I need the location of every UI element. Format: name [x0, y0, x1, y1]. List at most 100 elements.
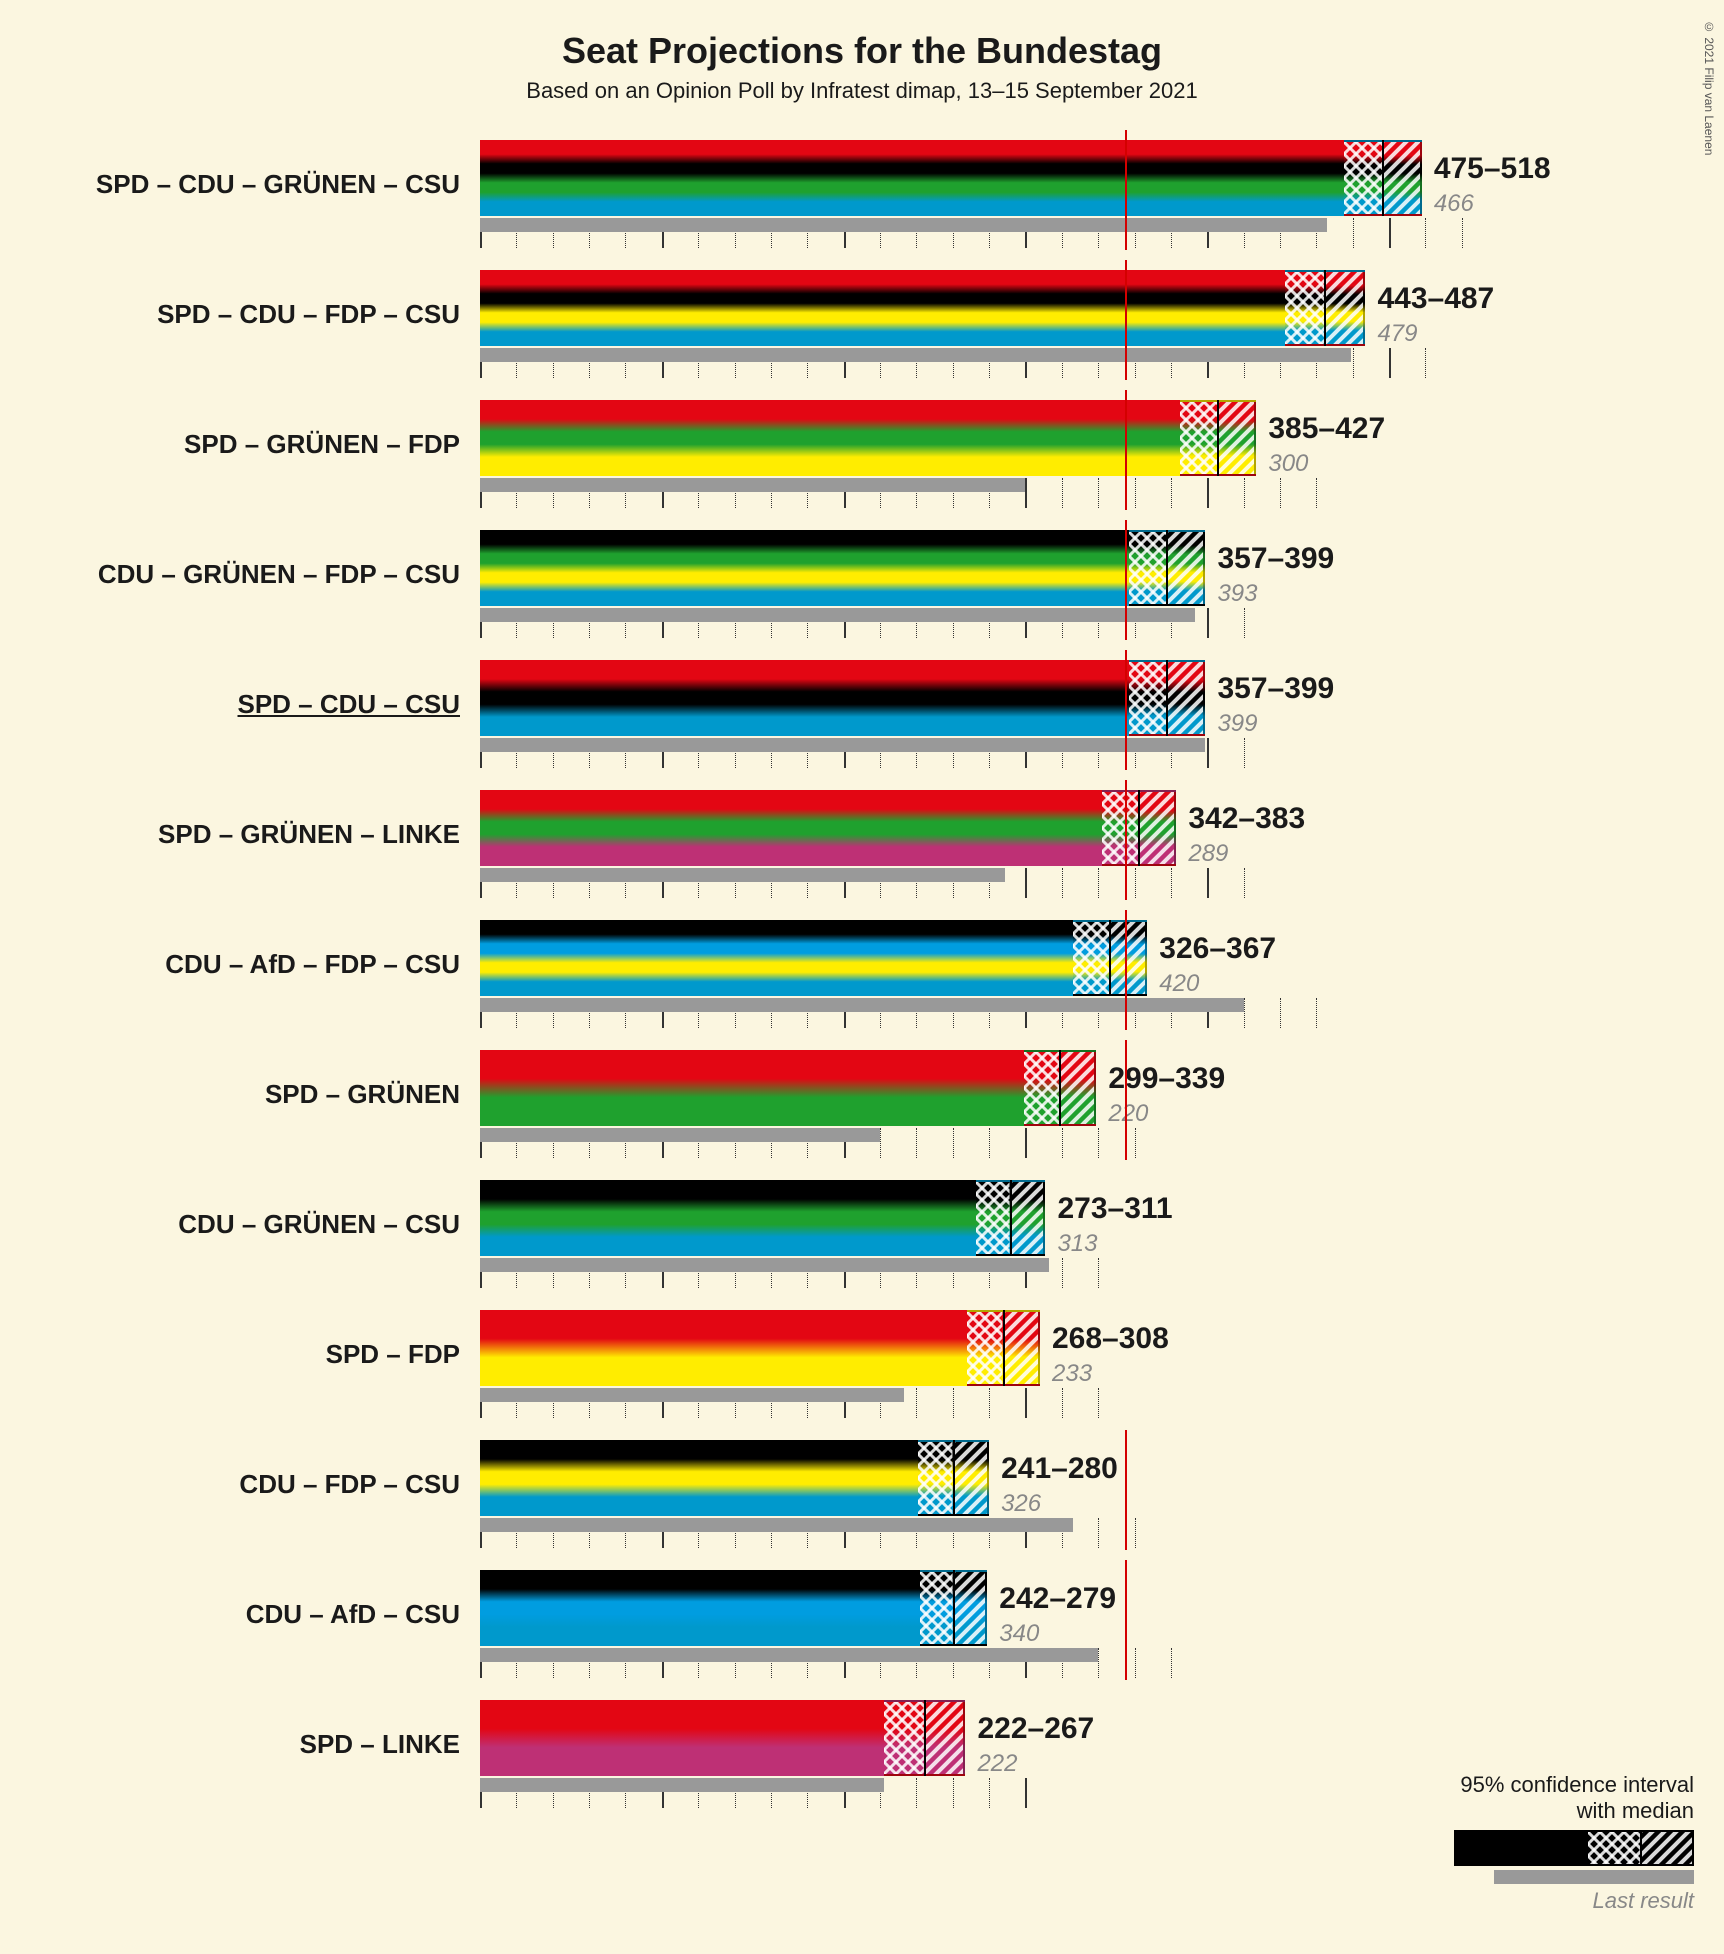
- confidence-interval: [1024, 1050, 1097, 1126]
- coalition-bar: [480, 1570, 920, 1646]
- coalition-bar: [480, 790, 1102, 866]
- range-label: 385–427: [1268, 412, 1385, 446]
- majority-threshold: [1125, 780, 1127, 900]
- coalition-row: SPD – GRÜNEN299–339220: [480, 1044, 1444, 1174]
- last-result-bar: [480, 1518, 1073, 1532]
- range-label: 242–279: [999, 1582, 1116, 1616]
- coalition-label: SPD – FDP: [326, 1339, 460, 1370]
- last-result-label: 466: [1434, 190, 1474, 218]
- coalition-bar: [480, 920, 1073, 996]
- confidence-interval: [976, 1180, 1045, 1256]
- last-result-bar: [480, 1778, 884, 1792]
- last-result-bar: [480, 998, 1244, 1012]
- legend-last-label: Last result: [1454, 1888, 1694, 1914]
- last-result-bar: [480, 608, 1195, 622]
- coalition-label: SPD – GRÜNEN – LINKE: [158, 819, 460, 850]
- last-result-bar: [480, 1388, 904, 1402]
- last-result-label: 233: [1052, 1360, 1092, 1388]
- coalition-row: SPD – FDP268–308233: [480, 1304, 1444, 1434]
- coalition-label: CDU – AfD – FDP – CSU: [165, 949, 460, 980]
- coalition-bar: [480, 1310, 967, 1386]
- majority-threshold: [1125, 520, 1127, 640]
- coalition-label: CDU – GRÜNEN – FDP – CSU: [98, 559, 460, 590]
- range-label: 475–518: [1434, 152, 1551, 186]
- last-result-bar: [480, 348, 1351, 362]
- last-result-label: 340: [999, 1620, 1039, 1648]
- coalition-label: SPD – LINKE: [300, 1729, 460, 1760]
- coalition-row: SPD – CDU – FDP – CSU443–487479: [480, 264, 1444, 394]
- last-result-bar: [480, 478, 1025, 492]
- coalition-label: SPD – CDU – CSU: [238, 689, 461, 720]
- coalition-label: SPD – GRÜNEN – FDP: [184, 429, 460, 460]
- coalition-bar: [480, 400, 1180, 476]
- last-result-bar: [480, 1128, 880, 1142]
- range-label: 222–267: [977, 1712, 1094, 1746]
- coalition-label: SPD – GRÜNEN: [265, 1079, 460, 1110]
- coalition-label: CDU – AfD – CSU: [246, 1599, 460, 1630]
- range-label: 357–399: [1217, 672, 1334, 706]
- chart-title: Seat Projections for the Bundestag: [20, 30, 1704, 72]
- coalition-row: CDU – AfD – CSU242–279340: [480, 1564, 1444, 1694]
- coalition-label: CDU – GRÜNEN – CSU: [178, 1209, 460, 1240]
- coalition-row: CDU – GRÜNEN – CSU273–311313: [480, 1174, 1444, 1304]
- confidence-interval: [1102, 790, 1177, 866]
- confidence-interval: [1285, 270, 1365, 346]
- range-label: 268–308: [1052, 1322, 1169, 1356]
- majority-threshold: [1125, 1430, 1127, 1550]
- last-result-label: 220: [1108, 1100, 1148, 1128]
- coalition-row: SPD – GRÜNEN – LINKE342–383289: [480, 784, 1444, 914]
- majority-threshold: [1125, 650, 1127, 770]
- confidence-interval: [1073, 920, 1148, 996]
- coalition-bar: [480, 1180, 976, 1256]
- legend-bar: [1454, 1830, 1694, 1866]
- last-result-bar: [480, 868, 1005, 882]
- legend-last-bar: [1494, 1870, 1694, 1884]
- last-result-label: 393: [1217, 580, 1257, 608]
- coalition-label: CDU – FDP – CSU: [239, 1469, 460, 1500]
- confidence-interval: [920, 1570, 987, 1646]
- last-result-bar: [480, 738, 1205, 752]
- last-result-bar: [480, 1648, 1098, 1662]
- copyright-label: © 2021 Filip van Laenen: [1702, 20, 1716, 155]
- coalition-bar: [480, 1440, 918, 1516]
- last-result-label: 399: [1217, 710, 1257, 738]
- confidence-interval: [884, 1700, 966, 1776]
- range-label: 273–311: [1057, 1192, 1172, 1226]
- coalition-row: CDU – AfD – FDP – CSU326–367420: [480, 914, 1444, 1044]
- coalition-bar: [480, 660, 1129, 736]
- last-result-label: 479: [1377, 320, 1417, 348]
- last-result-bar: [480, 218, 1327, 232]
- range-label: 241–280: [1001, 1452, 1118, 1486]
- legend: 95% confidence intervalwith median Last …: [1454, 1772, 1694, 1914]
- chart-area: SPD – CDU – GRÜNEN – CSU475–518466SPD – …: [480, 134, 1444, 1824]
- range-label: 326–367: [1159, 932, 1276, 966]
- majority-threshold: [1125, 910, 1127, 1030]
- last-result-label: 222: [977, 1750, 1017, 1778]
- coalition-bar: [480, 270, 1285, 346]
- confidence-interval: [967, 1310, 1040, 1386]
- coalition-row: SPD – CDU – CSU357–399399: [480, 654, 1444, 784]
- coalition-bar: [480, 1700, 884, 1776]
- last-result-bar: [480, 1258, 1049, 1272]
- last-result-label: 326: [1001, 1490, 1041, 1518]
- last-result-label: 420: [1159, 970, 1199, 998]
- coalition-bar: [480, 140, 1344, 216]
- coalition-row: CDU – GRÜNEN – FDP – CSU357–399393: [480, 524, 1444, 654]
- confidence-interval: [918, 1440, 989, 1516]
- confidence-interval: [1129, 530, 1205, 606]
- coalition-bar: [480, 530, 1129, 606]
- coalition-row: SPD – GRÜNEN – FDP385–427300: [480, 394, 1444, 524]
- confidence-interval: [1344, 140, 1422, 216]
- majority-threshold: [1125, 1040, 1127, 1160]
- majority-threshold: [1125, 1560, 1127, 1680]
- chart-subtitle: Based on an Opinion Poll by Infratest di…: [20, 78, 1704, 104]
- majority-threshold: [1125, 390, 1127, 510]
- majority-threshold: [1125, 260, 1127, 380]
- last-result-label: 300: [1268, 450, 1308, 478]
- last-result-label: 289: [1188, 840, 1228, 868]
- last-result-label: 313: [1057, 1230, 1097, 1258]
- confidence-interval: [1129, 660, 1205, 736]
- coalition-row: CDU – FDP – CSU241–280326: [480, 1434, 1444, 1564]
- range-label: 443–487: [1377, 282, 1494, 316]
- coalition-label: SPD – CDU – GRÜNEN – CSU: [96, 169, 460, 200]
